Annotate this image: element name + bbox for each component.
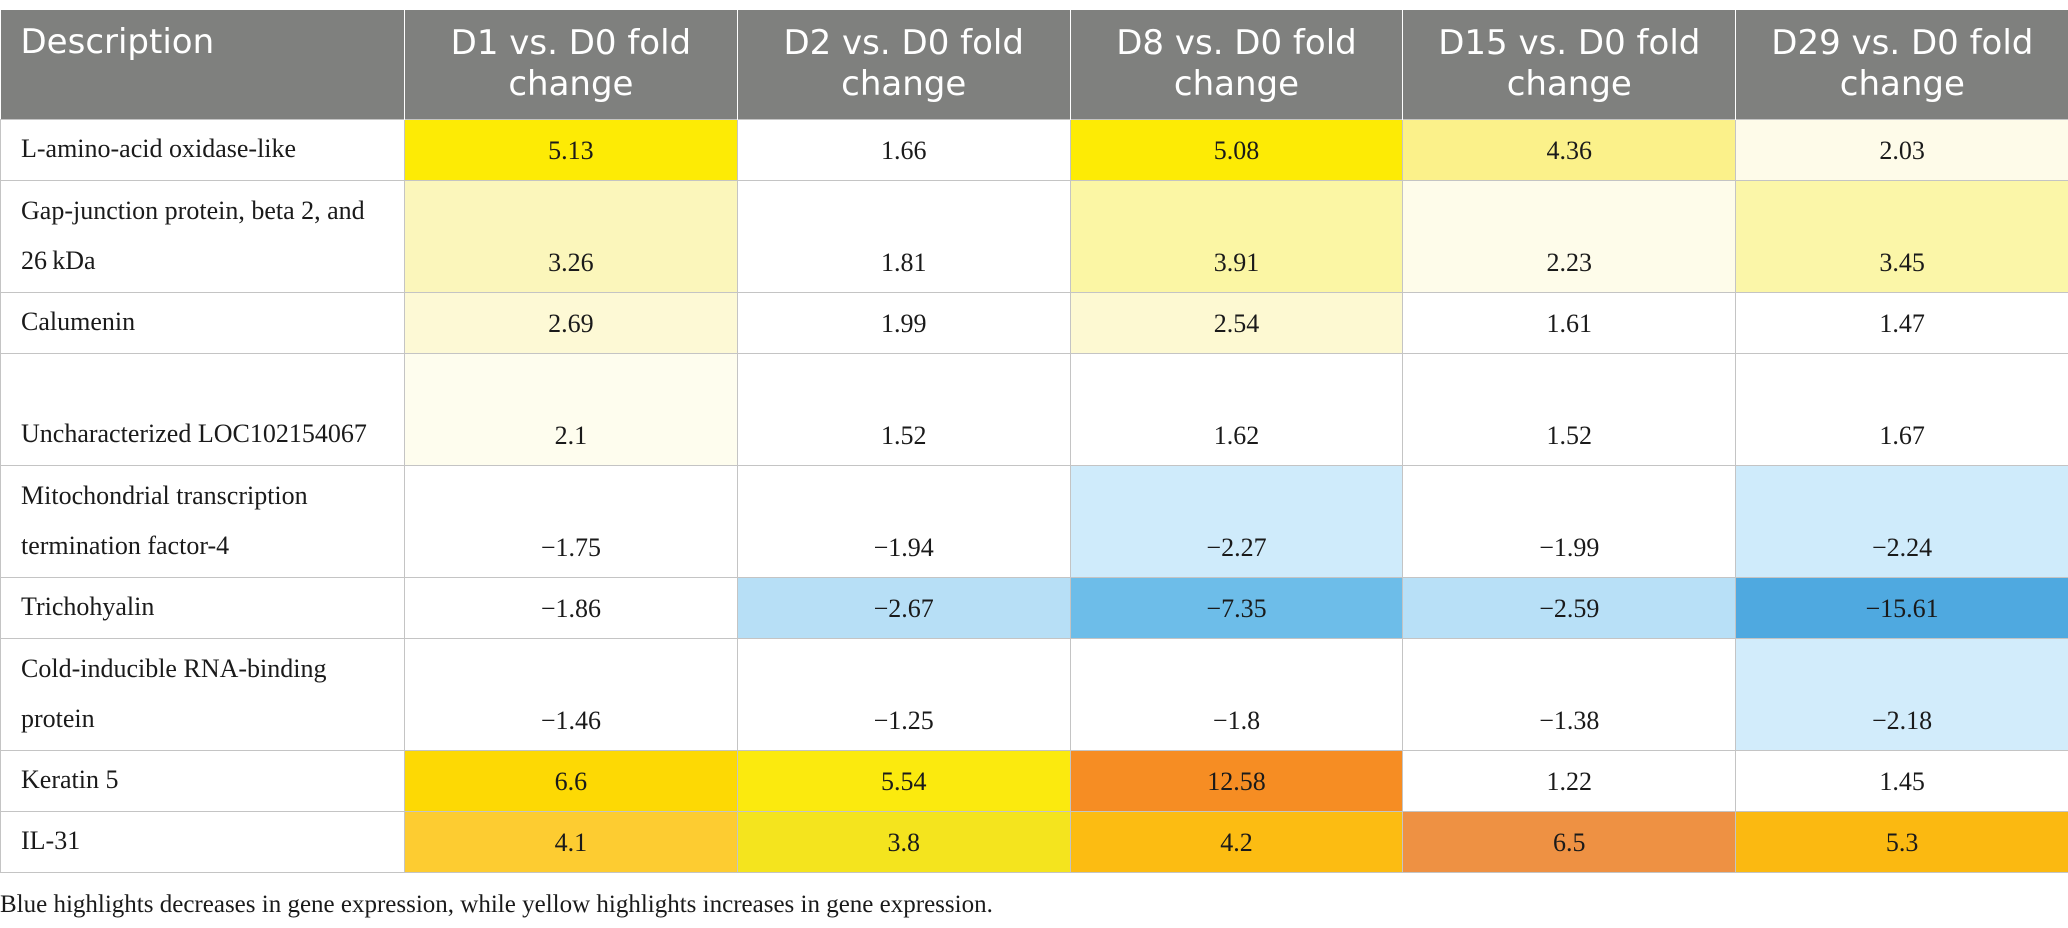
- value-cell: −2.67: [736, 576, 1071, 639]
- value-cell: −1.38: [1402, 637, 1737, 751]
- value-cell: 1.66: [736, 118, 1071, 181]
- row-description: Uncharacterized LOC102154067: [0, 352, 405, 466]
- value-cell: −2.18: [1735, 637, 2068, 751]
- table-row: Cold-inducible RNA-binding protein −1.46…: [0, 637, 2068, 751]
- table-row: Uncharacterized LOC102154067 2.1 1.52 1.…: [0, 352, 2068, 466]
- table-row: Mitochondrial transcription termination …: [0, 464, 2068, 578]
- value-cell: 1.67: [1735, 352, 2068, 466]
- value-cell: 2.1: [404, 352, 738, 466]
- row-description: Trichohyalin: [0, 576, 405, 639]
- value-cell: −2.27: [1069, 464, 1404, 578]
- value-cell: 1.45: [1735, 749, 2068, 812]
- row-description: Mitochondrial transcription termination …: [0, 464, 405, 578]
- row-description: L-amino-acid oxidase-like: [0, 118, 405, 181]
- row-description: Keratin 5: [0, 749, 405, 812]
- header-d2: D2 vs. D0 fold change: [736, 10, 1071, 119]
- value-cell: 3.45: [1735, 179, 2068, 293]
- value-cell: 5.3: [1735, 810, 2068, 873]
- value-cell: 1.99: [736, 291, 1071, 354]
- value-cell: −1.99: [1402, 464, 1737, 578]
- value-cell: 6.6: [404, 749, 738, 812]
- row-description: IL-31: [0, 810, 405, 873]
- value-cell: 2.23: [1402, 179, 1737, 293]
- value-cell: 2.03: [1735, 118, 2068, 181]
- header-d1: D1 vs. D0 fold change: [404, 10, 738, 119]
- value-cell: 1.22: [1402, 749, 1737, 812]
- value-cell: 1.81: [736, 179, 1071, 293]
- fold-change-table: Description D1 vs. D0 fold change D2 vs.…: [0, 10, 2068, 873]
- row-description: Calumenin: [0, 291, 405, 354]
- table-row: Gap-junction protein, beta 2, and 26 kDa…: [0, 179, 2068, 293]
- table-header: Description D1 vs. D0 fold change D2 vs.…: [0, 10, 2068, 119]
- table-row: Trichohyalin −1.86 −2.67 −7.35 −2.59 −15…: [0, 576, 2068, 639]
- value-cell: 2.69: [404, 291, 738, 354]
- table-footnote: Blue highlights decreases in gene expres…: [0, 891, 993, 918]
- value-cell: 3.91: [1069, 179, 1404, 293]
- value-cell: −2.59: [1402, 576, 1737, 639]
- header-d15: D15 vs. D0 fold change: [1402, 10, 1736, 119]
- value-cell: 5.08: [1069, 118, 1404, 181]
- value-cell: 5.54: [736, 749, 1071, 812]
- table-row: Keratin 5 6.6 5.54 12.58 1.22 1.45: [0, 749, 2068, 812]
- table-row: IL-31 4.1 3.8 4.2 6.5 5.3: [0, 810, 2068, 873]
- value-cell: 1.47: [1735, 291, 2068, 354]
- value-cell: 3.26: [404, 179, 738, 293]
- header-d29: D29 vs. D0 fold change: [1735, 10, 2068, 119]
- value-cell: −1.46: [404, 637, 738, 751]
- header-d8: D8 vs. D0 fold change: [1069, 10, 1403, 119]
- value-cell: 1.62: [1069, 352, 1404, 466]
- value-cell: −1.25: [736, 637, 1071, 751]
- row-description: Gap-junction protein, beta 2, and 26 kDa: [0, 179, 405, 293]
- table-row: L-amino-acid oxidase-like 5.13 1.66 5.08…: [0, 118, 2068, 181]
- table-row: Calumenin 2.69 1.99 2.54 1.61 1.47: [0, 291, 2068, 354]
- value-cell: 4.36: [1402, 118, 1737, 181]
- value-cell: 1.61: [1402, 291, 1737, 354]
- header-row: Description D1 vs. D0 fold change D2 vs.…: [0, 10, 2068, 119]
- value-cell: 4.2: [1069, 810, 1404, 873]
- value-cell: 12.58: [1069, 749, 1404, 812]
- value-cell: −7.35: [1069, 576, 1404, 639]
- value-cell: −15.61: [1735, 576, 2068, 639]
- value-cell: 6.5: [1402, 810, 1737, 873]
- value-cell: −1.75: [404, 464, 738, 578]
- header-description: Description: [0, 10, 405, 119]
- fold-change-table-container: Description D1 vs. D0 fold change D2 vs.…: [0, 10, 2068, 873]
- value-cell: 4.1: [404, 810, 738, 873]
- value-cell: −1.86: [404, 576, 738, 639]
- value-cell: −1.94: [736, 464, 1071, 578]
- value-cell: 1.52: [736, 352, 1071, 466]
- value-cell: 5.13: [404, 118, 738, 181]
- value-cell: −1.8: [1069, 637, 1404, 751]
- value-cell: 2.54: [1069, 291, 1404, 354]
- value-cell: −2.24: [1735, 464, 2068, 578]
- table-body: L-amino-acid oxidase-like 5.13 1.66 5.08…: [0, 118, 2068, 873]
- value-cell: 3.8: [736, 810, 1071, 873]
- row-description: Cold-inducible RNA-binding protein: [0, 637, 405, 751]
- value-cell: 1.52: [1402, 352, 1737, 466]
